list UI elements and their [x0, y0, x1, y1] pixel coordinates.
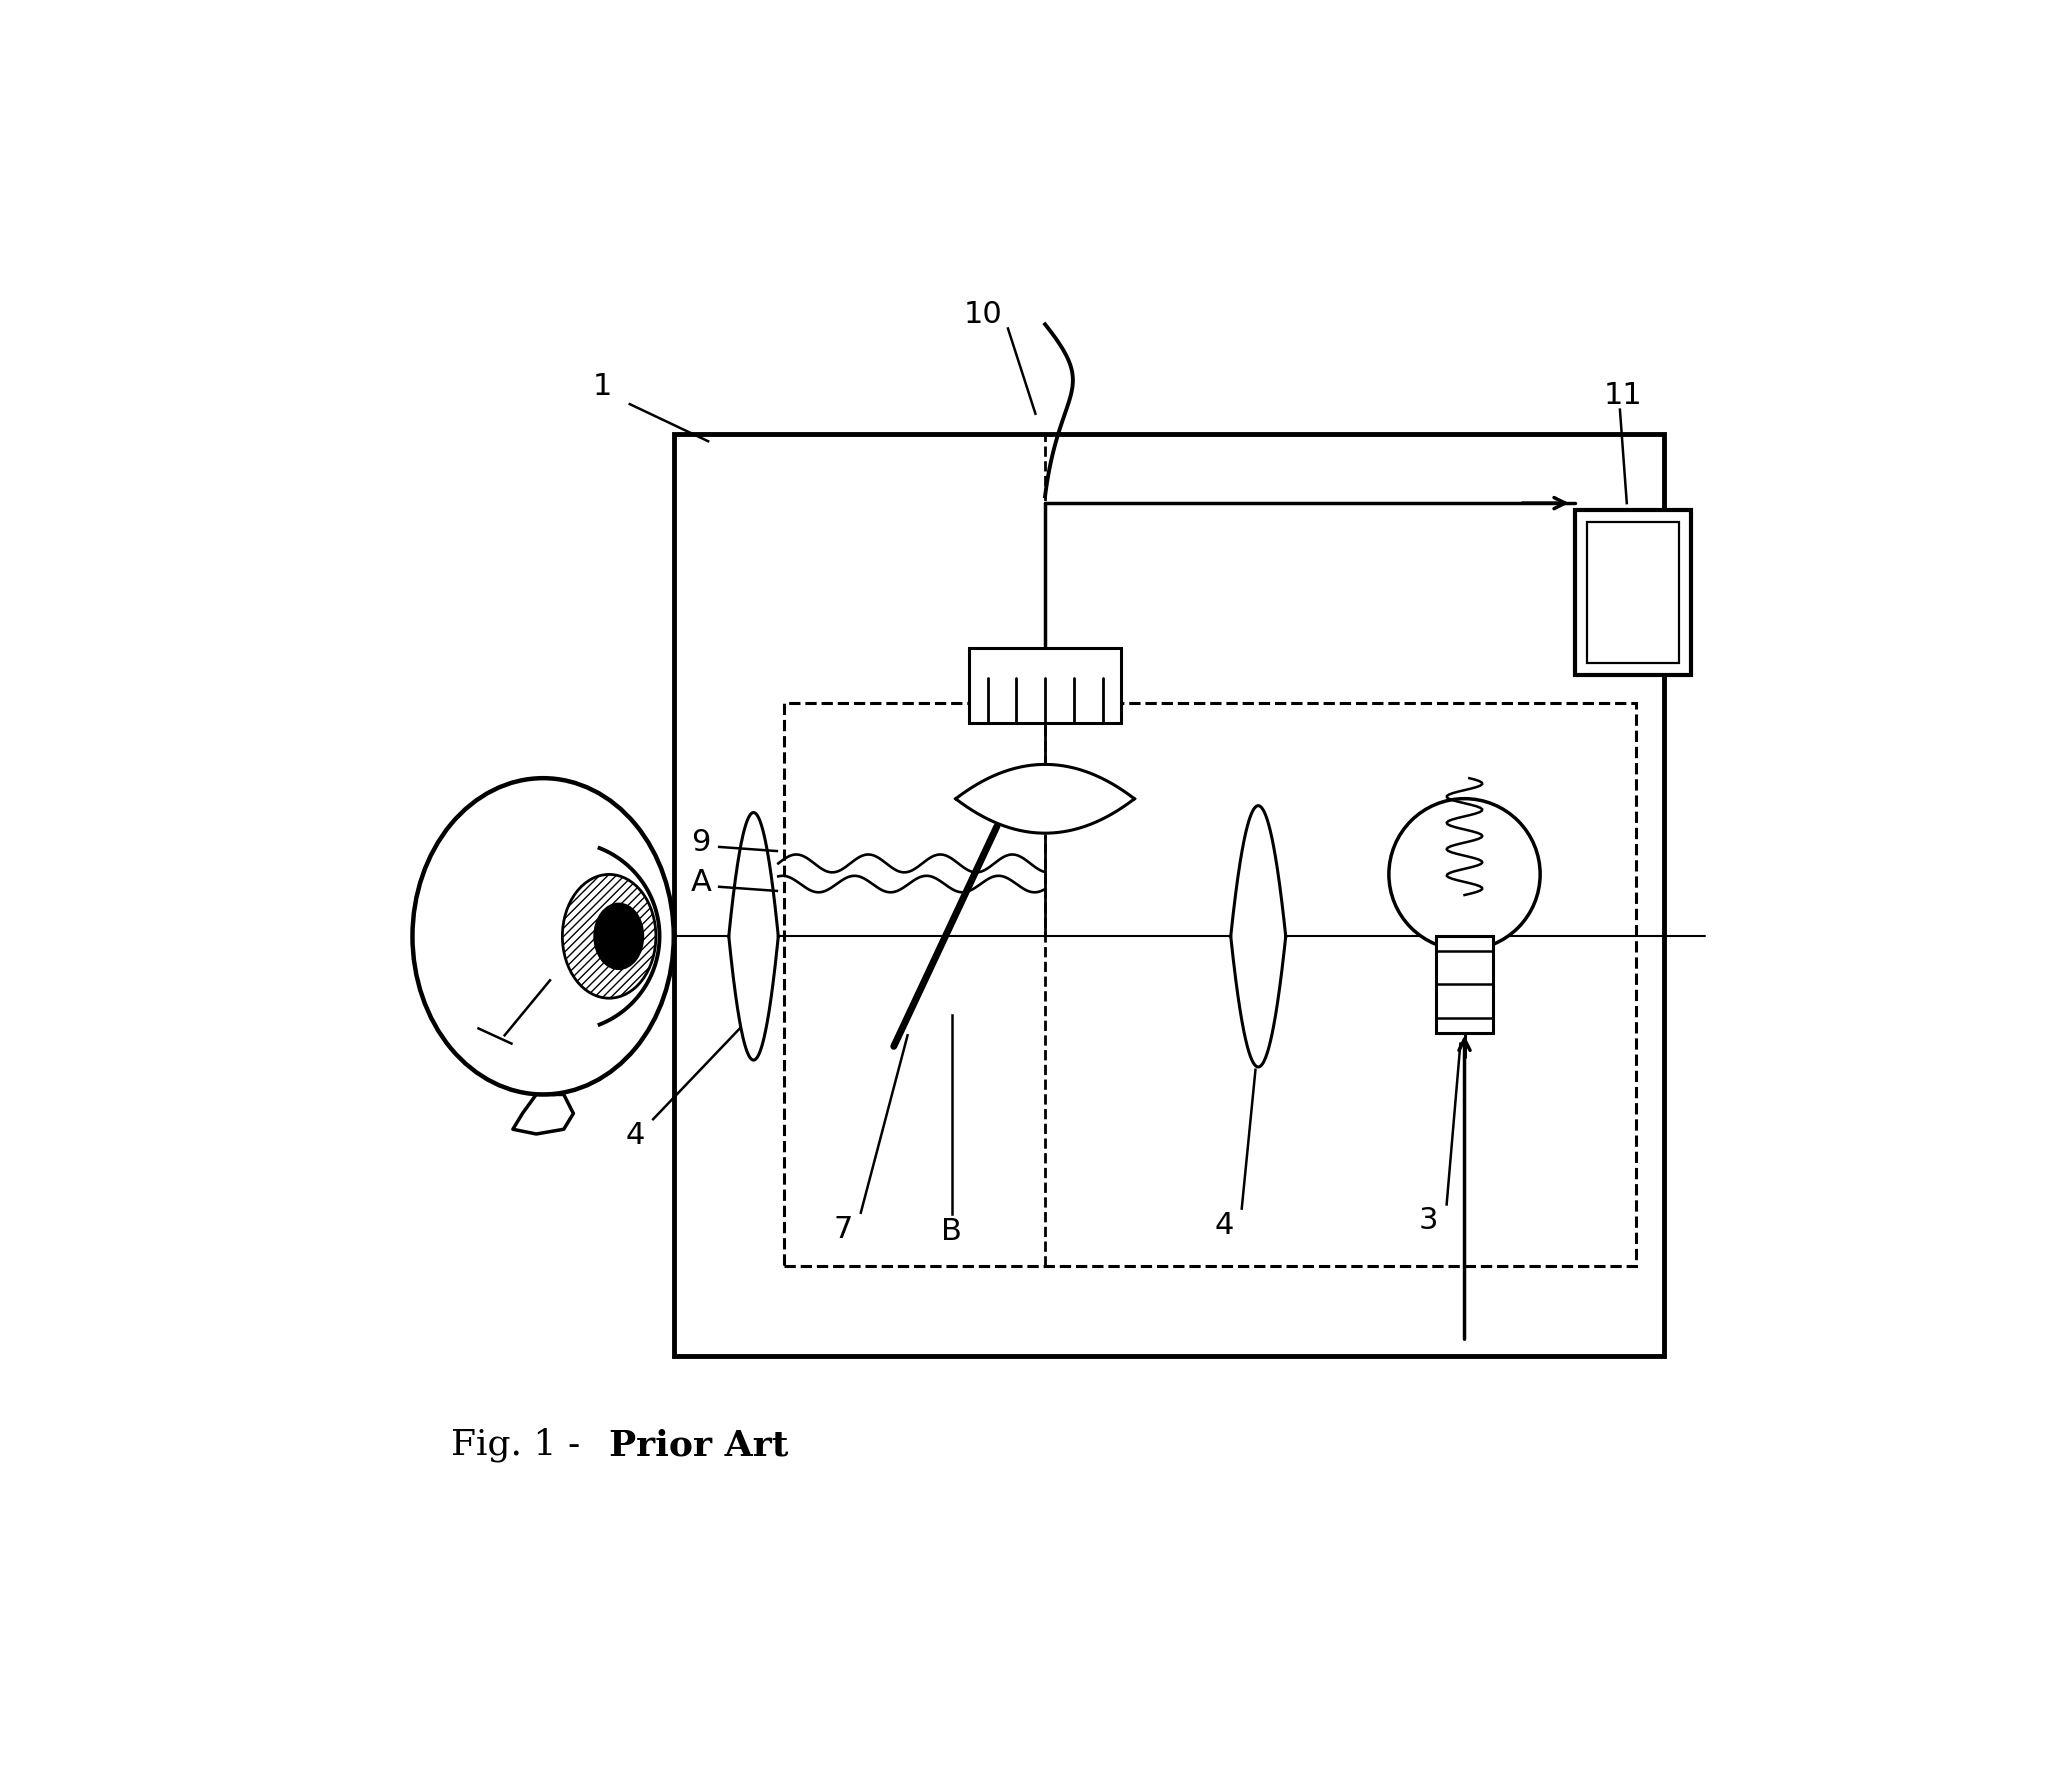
Bar: [1436, 936, 1494, 1032]
Circle shape: [1388, 798, 1539, 950]
Text: Fig. 1 -: Fig. 1 -: [450, 1427, 581, 1463]
Bar: [1574, 511, 1692, 675]
Bar: [1587, 522, 1680, 663]
Text: A: A: [690, 868, 711, 897]
Text: 2: 2: [475, 1034, 496, 1064]
Ellipse shape: [413, 779, 674, 1095]
Bar: [783, 702, 1636, 1266]
Text: 7: 7: [833, 1214, 853, 1243]
Text: Prior Art: Prior Art: [609, 1429, 789, 1463]
Text: 6: 6: [450, 1007, 471, 1036]
Text: 9: 9: [692, 829, 711, 857]
Text: 4: 4: [626, 1122, 645, 1150]
Bar: [674, 434, 1663, 1356]
Text: 1: 1: [593, 371, 612, 400]
Ellipse shape: [595, 904, 643, 970]
Text: 3: 3: [1419, 1207, 1438, 1236]
Text: B: B: [942, 1218, 963, 1247]
Polygon shape: [564, 848, 659, 1025]
Ellipse shape: [562, 875, 655, 998]
Text: 10: 10: [965, 300, 1002, 329]
Text: 11: 11: [1603, 382, 1642, 411]
Bar: [969, 648, 1120, 723]
Text: 4: 4: [1215, 1211, 1233, 1239]
